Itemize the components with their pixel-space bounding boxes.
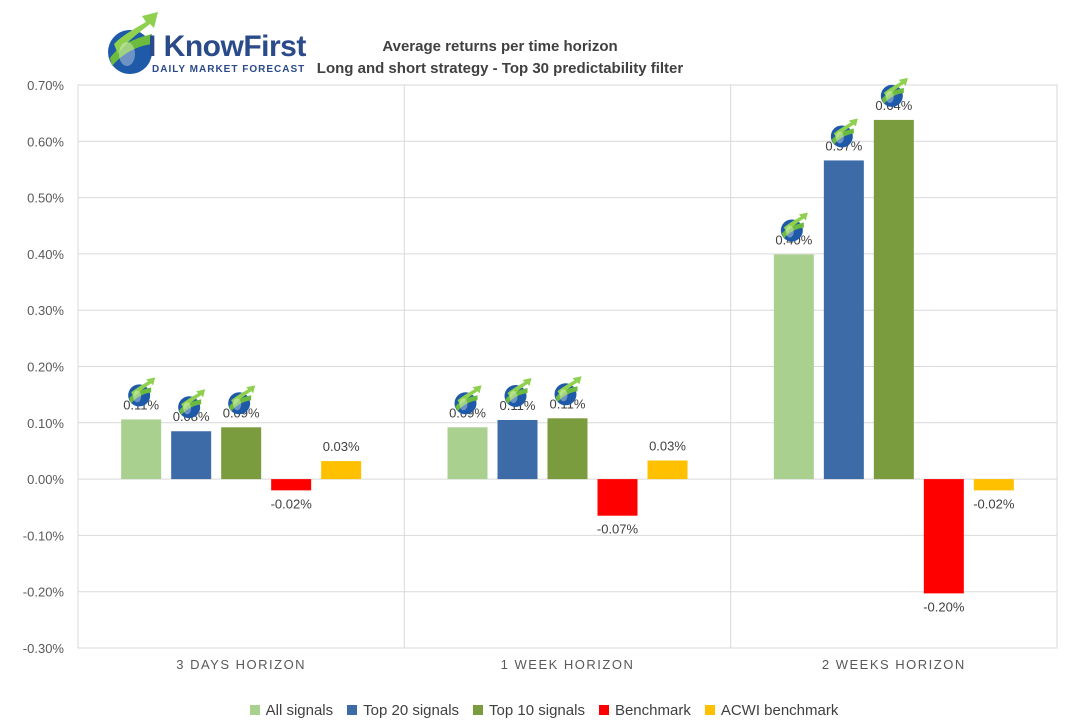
brand-logo: I KnowFirst Daily Market Forecast: [100, 4, 306, 82]
rising-arrow-globe-icon: [554, 376, 582, 406]
legend-item: ACWI benchmark: [704, 701, 839, 719]
y-tick-label: -0.30%: [23, 641, 65, 656]
y-tick-label: 0.00%: [27, 472, 64, 487]
y-tick-label: 0.70%: [27, 78, 64, 93]
chart-subtitle: Long and short strategy - Top 30 predict…: [316, 60, 684, 77]
category-label: 2 WEEKS HORIZON: [822, 657, 966, 672]
legend-swatch: [704, 705, 715, 715]
plot-area: [77, 84, 1058, 649]
legend-swatch: [598, 705, 609, 715]
bar: [121, 419, 162, 480]
bar: [221, 427, 262, 480]
y-tick-label: 0.30%: [27, 303, 64, 318]
legend-item: Benchmark: [598, 701, 691, 719]
rising-arrow-globe-icon: [880, 77, 908, 107]
legend-item: Top 10 signals: [473, 702, 585, 719]
data-label: -0.02%: [271, 496, 313, 511]
legend-item: Top 20 signals: [347, 702, 459, 719]
y-tick-label: 0.20%: [27, 360, 64, 375]
data-label: 0.03%: [323, 439, 360, 454]
category-label: 3 DAYS HORIZON: [176, 657, 306, 672]
data-label: -0.20%: [923, 599, 965, 614]
legend-label: ACWI benchmark: [720, 701, 839, 719]
bar: [923, 479, 964, 594]
legend-swatch: [347, 705, 358, 715]
y-tick-label: 0.40%: [27, 247, 64, 262]
legend-swatch: [473, 705, 484, 715]
chart-legend: All signals Top 20 signals Top 10 signals B…: [0, 699, 1088, 721]
y-tick-label: 0.10%: [27, 416, 64, 431]
y-tick-label: -0.20%: [23, 585, 65, 600]
legend-label: Benchmark: [614, 701, 691, 719]
bar: [773, 254, 814, 480]
rising-arrow-globe-icon: [454, 385, 482, 415]
legend-swatch: [249, 705, 260, 715]
legend-item: All signals: [249, 701, 334, 719]
data-label: -0.07%: [597, 522, 639, 537]
category-label: 1 WEEK HORIZON: [501, 657, 635, 672]
bar: [823, 160, 864, 480]
bar: [271, 479, 312, 491]
bar: [647, 460, 688, 480]
legend-label: All signals: [265, 701, 334, 719]
bar: [547, 418, 588, 480]
rising-arrow-globe-icon: [228, 385, 256, 415]
brand-name: I KnowFirst: [148, 30, 306, 63]
bar: [497, 419, 538, 480]
data-label: 0.03%: [649, 439, 686, 454]
bar: [447, 427, 488, 480]
rising-arrow-globe-icon: [504, 377, 532, 407]
y-tick-label: 0.50%: [27, 191, 64, 206]
rising-arrow-globe-icon: [128, 377, 156, 407]
bar: [321, 461, 362, 480]
rising-arrow-globe-icon: [108, 12, 158, 74]
legend-label: Top 20 signals: [363, 701, 460, 719]
brand-tagline: Daily Market Forecast: [152, 64, 306, 75]
y-tick-label: 0.60%: [27, 134, 64, 149]
y-tick-label: -0.10%: [23, 528, 65, 543]
bar: [973, 479, 1014, 491]
bar: [171, 431, 212, 480]
rising-arrow-globe-icon: [178, 389, 206, 419]
data-label: -0.02%: [973, 496, 1015, 511]
bar: [873, 119, 914, 480]
rising-arrow-globe-icon: [830, 118, 858, 148]
legend-label: Top 10 signals: [489, 701, 585, 719]
chart-title: Average returns per time horizon: [382, 38, 618, 55]
bar: [597, 479, 638, 516]
rising-arrow-globe-icon: [780, 212, 808, 242]
